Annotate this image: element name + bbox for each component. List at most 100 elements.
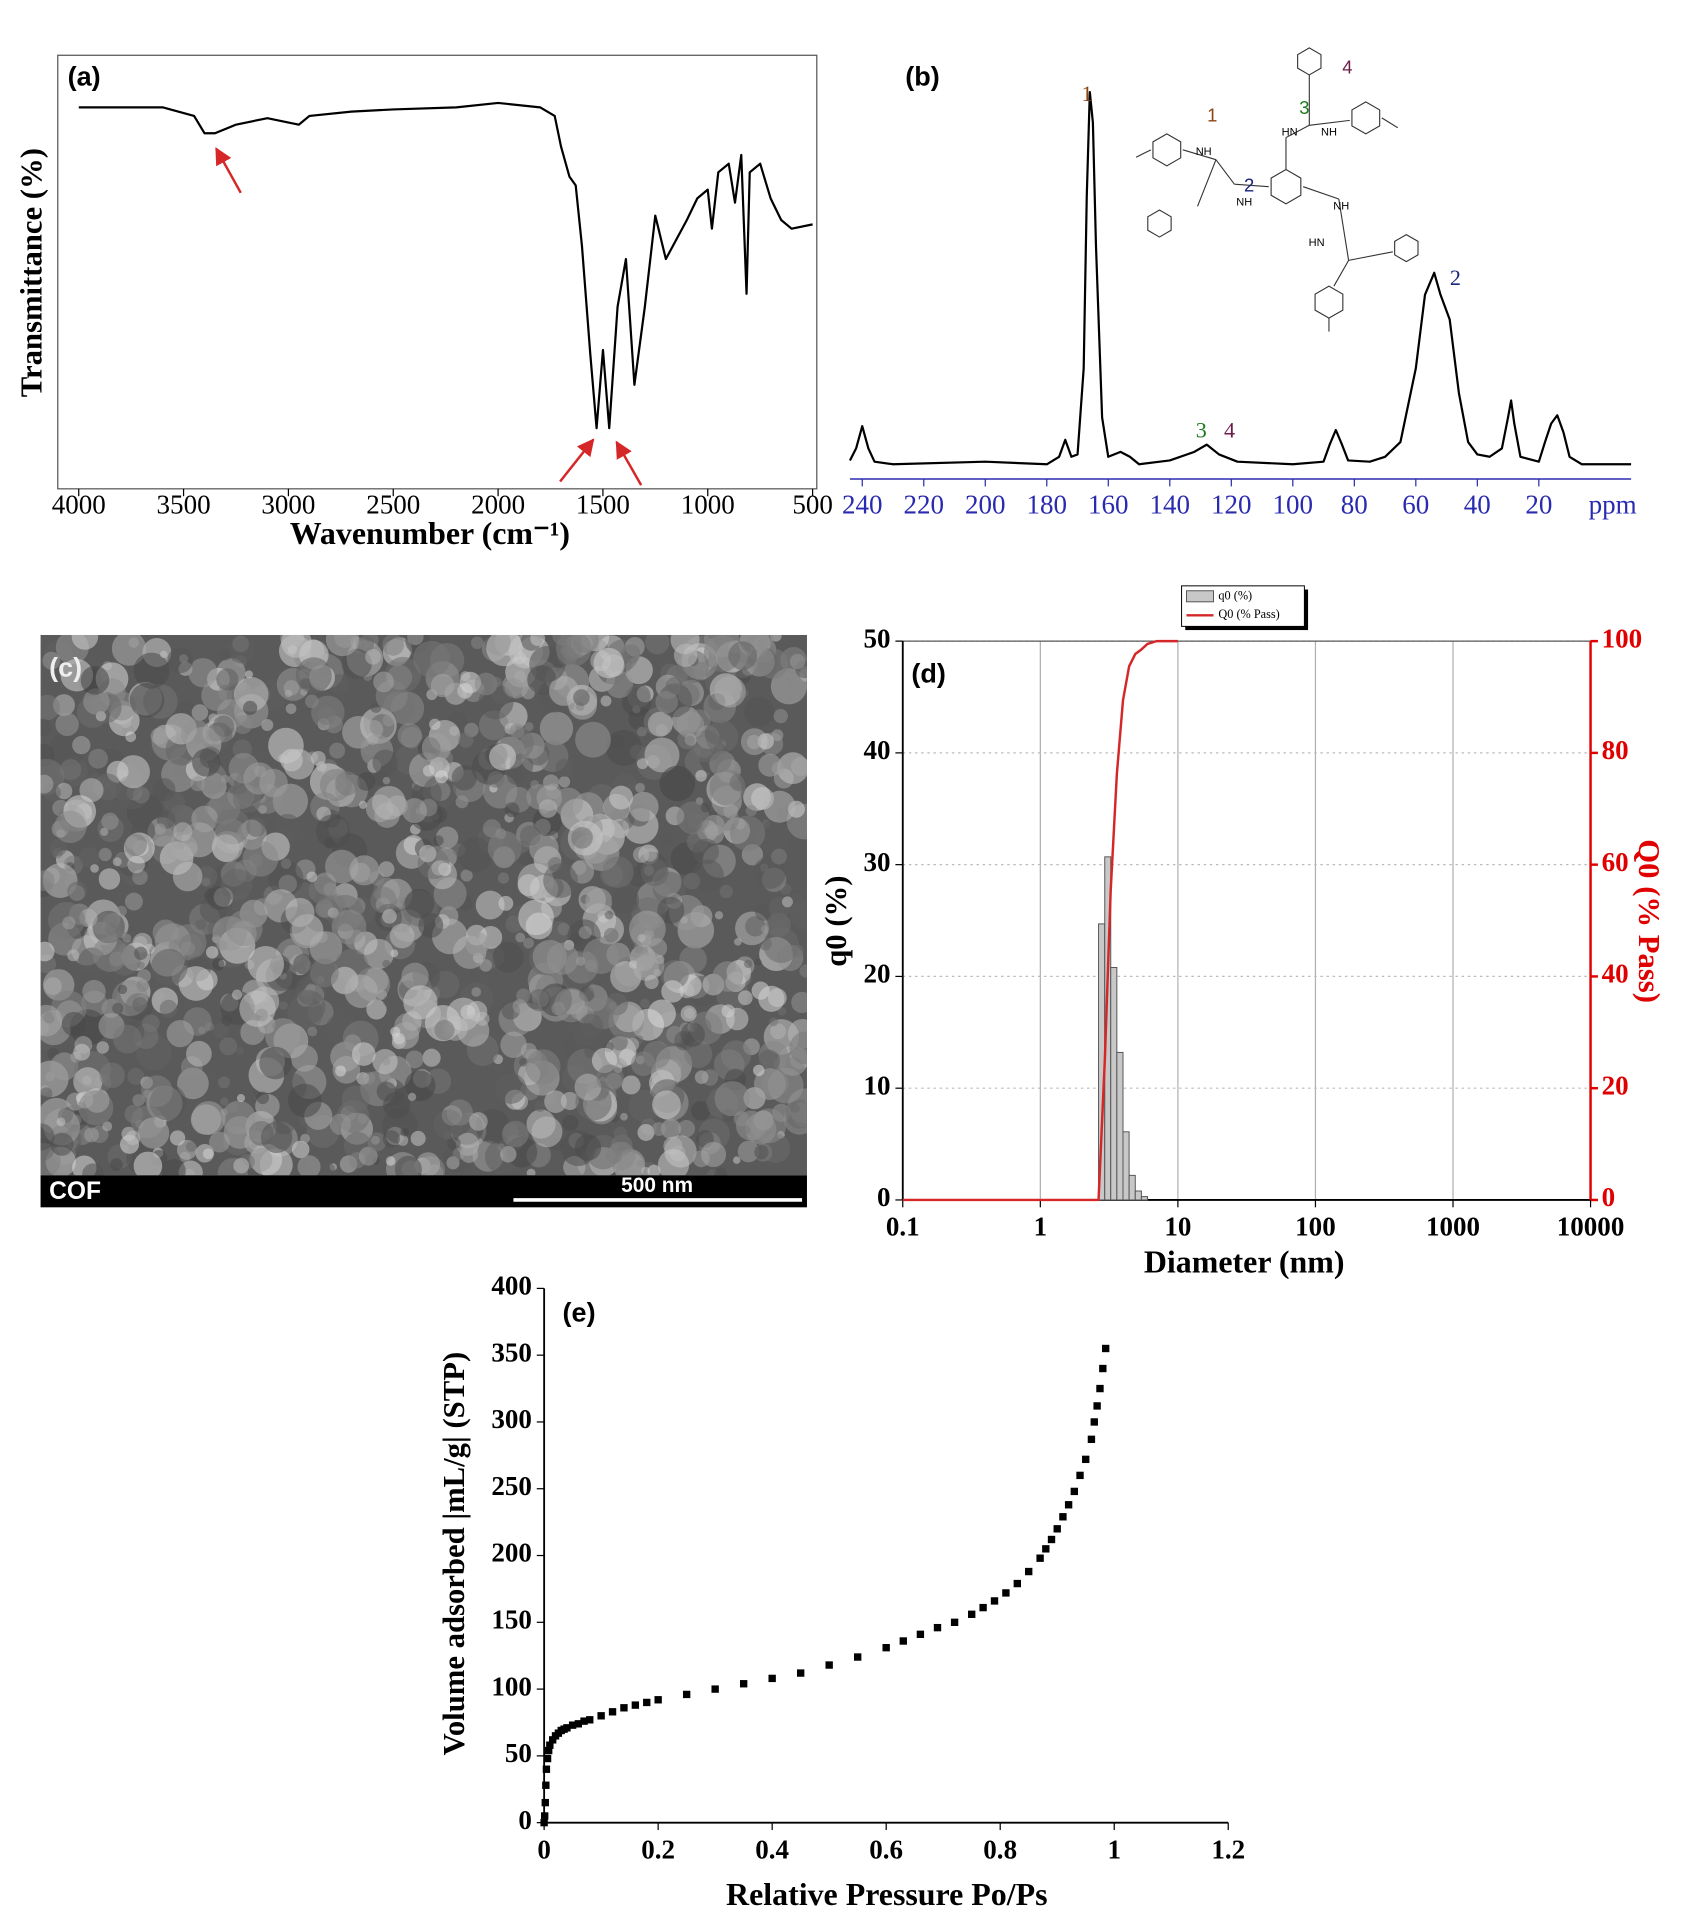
sem-grain	[407, 634, 424, 646]
sem-grain	[73, 1067, 103, 1097]
peak-label: 1	[1081, 81, 1092, 106]
sem-grain	[220, 868, 253, 901]
bond	[1285, 124, 1310, 139]
sem-grain	[213, 1022, 229, 1039]
sem-grain	[507, 767, 525, 785]
x-tick-label: 0.4	[755, 1834, 789, 1864]
sem-grain	[626, 684, 651, 709]
sem-grain	[356, 772, 376, 791]
panel-label: (b)	[905, 62, 940, 92]
point	[1093, 1402, 1101, 1410]
sem-grain	[267, 860, 304, 896]
bond	[1302, 186, 1339, 200]
sem-grain	[291, 990, 326, 1024]
sem-grain	[457, 1014, 490, 1047]
sem-grain	[134, 946, 148, 960]
sem-grain	[192, 748, 221, 777]
sem-grain	[202, 1148, 214, 1160]
peak-label: 3	[1196, 417, 1207, 442]
sem-grain	[555, 634, 592, 667]
x-tick-label: 200	[965, 489, 1006, 519]
x-tick-label: 20	[1525, 489, 1552, 519]
x-tick-label: 160	[1088, 489, 1129, 519]
x-axis-label: Diameter (nm)	[1144, 1244, 1345, 1279]
sem-grain	[701, 1141, 727, 1168]
sem-grain	[397, 1134, 409, 1146]
sem-grain	[160, 650, 168, 659]
sem-grain	[575, 956, 586, 966]
bond	[1135, 149, 1152, 158]
ring	[1297, 47, 1322, 76]
sem-grain	[620, 1112, 628, 1121]
spectrum-line	[78, 101, 813, 430]
sem-grain	[382, 714, 395, 727]
bond	[1348, 251, 1393, 261]
sem-grain	[683, 872, 701, 890]
sem-grain	[475, 890, 505, 920]
structure-label: 4	[1342, 57, 1352, 78]
sem-grain	[191, 704, 209, 721]
y-tick-label: 300	[491, 1404, 532, 1434]
sem-grain	[553, 987, 589, 1023]
sem-grain	[117, 984, 128, 995]
sem-grain	[606, 1147, 623, 1164]
point	[1076, 1471, 1084, 1480]
point	[1082, 1455, 1090, 1464]
sem-grain	[40, 718, 52, 737]
sem-grain	[98, 847, 112, 862]
sem-grain	[166, 845, 181, 860]
sem-grain	[78, 846, 100, 868]
sem-grain	[280, 858, 292, 869]
point	[542, 1765, 551, 1773]
sem-grain	[449, 726, 460, 736]
sem-grain	[233, 1157, 250, 1174]
sem-grain	[430, 673, 455, 698]
point	[1096, 1384, 1104, 1393]
y-tick-label: 0	[518, 1805, 532, 1835]
sem-grain	[753, 1064, 765, 1077]
sem-grain	[529, 645, 566, 683]
point	[711, 1685, 719, 1693]
sem-grain	[49, 838, 67, 857]
sem-grain	[603, 927, 619, 943]
structure-label: 1	[1207, 105, 1217, 126]
sem-grain	[221, 1100, 256, 1135]
sem-grain	[40, 1004, 63, 1037]
sem-grain	[562, 1114, 579, 1132]
sem-grain	[152, 919, 179, 946]
sem-grain	[422, 764, 435, 777]
sem-grain	[763, 790, 796, 823]
sem-grain	[382, 776, 391, 785]
sem-grain	[335, 771, 360, 796]
sem-grain	[629, 744, 646, 760]
sem-grain	[469, 1112, 488, 1131]
sem-grain	[111, 634, 147, 666]
sem-grain	[470, 636, 484, 650]
point	[574, 1720, 583, 1728]
sem-grain	[233, 677, 269, 712]
structure-label: 3	[1299, 97, 1309, 118]
sem-grain	[142, 1014, 160, 1033]
structure-label: NH	[1236, 197, 1252, 209]
sem-grain	[574, 1073, 602, 1101]
sem-grain	[125, 1130, 141, 1146]
sem-grain	[82, 1163, 104, 1176]
sem-grain	[335, 977, 346, 987]
point	[597, 1712, 605, 1720]
bar	[1122, 1131, 1130, 1201]
sem-grain	[283, 749, 315, 780]
sem-grain	[246, 817, 267, 837]
point	[979, 1603, 987, 1612]
point	[608, 1708, 617, 1716]
structure-label: NH	[1333, 200, 1349, 212]
x-tick-label: 220	[903, 489, 944, 519]
sem-grain	[370, 886, 397, 914]
sem-grain	[403, 985, 438, 1020]
sem-grain	[242, 840, 279, 877]
sem-grain	[188, 658, 218, 688]
point	[682, 1690, 691, 1699]
sample-name: COF	[49, 1178, 101, 1205]
sem-grain	[372, 785, 406, 820]
sem-grain	[725, 1007, 749, 1031]
sem-grain	[546, 942, 579, 975]
